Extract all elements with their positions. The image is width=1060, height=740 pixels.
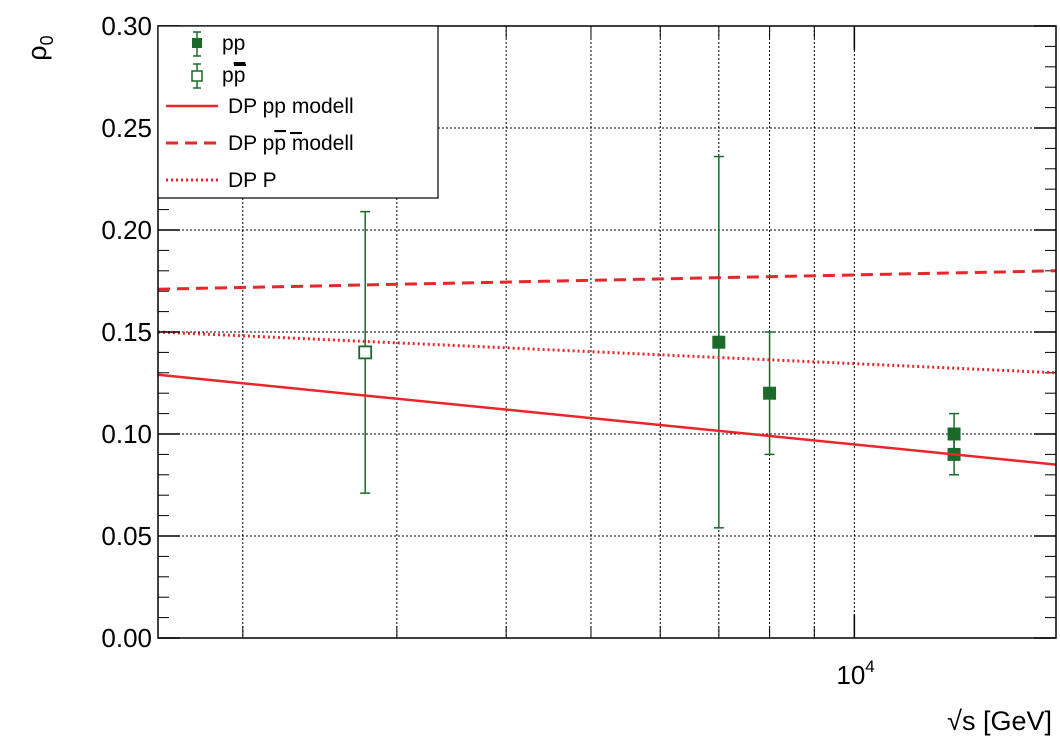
y-tick-label: 0.30 <box>101 11 152 41</box>
legend-label-dp-p: DP P <box>228 169 277 192</box>
data-point-0-1 <box>763 386 777 400</box>
series-line-3 <box>157 269 1057 291</box>
legend-label-dp-pp-modell: DP pp modell <box>228 95 354 118</box>
legend-entry-ppbar: pp <box>191 63 246 89</box>
legend-label-ppbar: pp <box>222 64 245 87</box>
y-tick-label: 0.25 <box>101 113 152 143</box>
series-line-2 <box>157 373 1057 466</box>
legend-label-ppbar-p: p <box>222 64 234 87</box>
data-point-1-0 <box>358 345 373 360</box>
legend-marker-pp <box>192 38 202 48</box>
legend-entry-pp: pp <box>192 31 245 57</box>
series <box>157 155 1057 529</box>
legend-label-ppbar-pbar: p <box>234 64 246 87</box>
series-line-4 <box>157 330 1057 375</box>
y-tick-label: 0.15 <box>101 317 152 347</box>
legend-entry-dp-pp-modell: DP pp modell <box>166 95 354 118</box>
legend-label-dp-ppbar-bar: p <box>274 132 286 155</box>
legend-label-dp-ppbar-main: DP p <box>228 132 274 155</box>
svg-text:ρ0: ρ0 <box>22 35 57 60</box>
y-tick-label: 0.20 <box>101 215 152 245</box>
y-tick-label: 0.10 <box>101 419 152 449</box>
legend-label-dp-ppbar-suffix: modell <box>286 132 354 155</box>
data-point-0-0 <box>712 335 726 349</box>
x-axis-ticks: 104 <box>836 657 874 690</box>
legend-entry-dp-ppbar-modell: DP pp modell <box>166 132 354 155</box>
legend: pp pp DP pp modell DP pp modell DP P <box>157 25 439 199</box>
legend-label-dp-ppbar-modell: DP pp modell <box>228 132 354 155</box>
legend-box <box>157 25 439 199</box>
y-axis-ticks: 0.00 0.05 0.10 0.15 0.20 0.25 0.30 <box>101 11 1056 653</box>
x-axis-title: √s [GeV] <box>947 706 1052 736</box>
y-tick-label: 0.00 <box>101 623 152 653</box>
legend-entry-dp-p: DP P <box>166 169 277 192</box>
x-tick-label: 104 <box>836 657 874 690</box>
legend-marker-ppbar <box>191 70 203 82</box>
y-axis-title-sub: 0 <box>37 35 57 45</box>
y-axis-title-main: ρ <box>22 45 52 60</box>
y-axis-title: ρ0 <box>22 35 57 60</box>
y-tick-label: 0.05 <box>101 521 152 551</box>
legend-label-pp: pp <box>222 32 245 55</box>
